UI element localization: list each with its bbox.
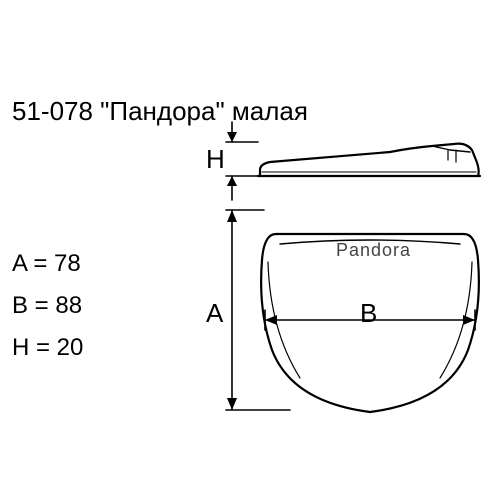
top-view [261, 234, 479, 412]
technical-drawing [0, 0, 500, 500]
side-view [258, 144, 480, 176]
dim-b [265, 310, 475, 330]
dim-h [226, 122, 258, 200]
dim-a [226, 210, 290, 410]
